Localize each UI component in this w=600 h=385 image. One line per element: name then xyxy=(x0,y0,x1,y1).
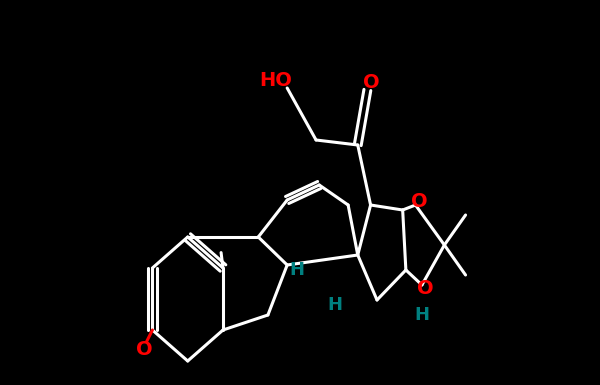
Text: HO: HO xyxy=(259,71,292,90)
Text: H: H xyxy=(415,306,430,324)
Text: O: O xyxy=(418,280,434,298)
Text: O: O xyxy=(136,340,153,359)
Text: O: O xyxy=(363,73,380,92)
Text: O: O xyxy=(411,192,428,211)
Text: H: H xyxy=(289,261,304,279)
Text: H: H xyxy=(328,296,343,314)
